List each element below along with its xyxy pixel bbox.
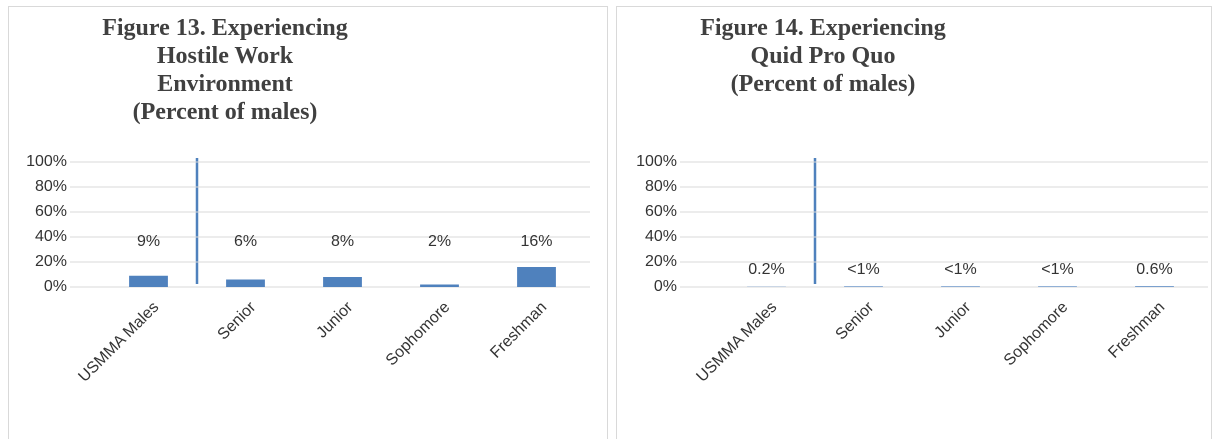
data-label: 6% <box>234 233 257 250</box>
bar <box>941 286 980 287</box>
x-tick-label: Senior <box>833 298 878 343</box>
bar <box>844 286 883 287</box>
bar <box>1135 286 1174 287</box>
x-tick-label: USMMA Males <box>693 299 780 386</box>
x-tick-label: Junior <box>931 298 974 341</box>
bar <box>517 267 556 287</box>
chart-title-block: Figure 14. Experiencing Quid Pro Quo (Per… <box>698 14 948 98</box>
y-tick-label: 40% <box>35 228 67 245</box>
chart-subtitle: (Percent of males) <box>730 71 916 97</box>
data-label: <1% <box>847 261 879 278</box>
bar <box>1038 286 1077 287</box>
y-tick-label: 40% <box>645 228 677 245</box>
data-label: 16% <box>520 233 552 250</box>
y-tick-label: 80% <box>35 178 67 195</box>
bar <box>420 284 459 287</box>
chart-title: Figure 14. Experiencing Quid Pro Quo <box>700 15 946 69</box>
x-tick-label: Freshman <box>1105 299 1168 362</box>
panel <box>8 6 608 439</box>
y-tick-label: 60% <box>645 203 677 220</box>
data-label: <1% <box>1041 261 1073 278</box>
data-label: 8% <box>331 233 354 250</box>
x-tick-label: USMMA Males <box>75 299 162 386</box>
x-tick-label: Freshman <box>487 299 550 362</box>
y-tick-label: 20% <box>35 253 67 270</box>
chart-title-block: Figure 13. Experiencing Hostile Work Env… <box>100 14 350 126</box>
data-label: 0.2% <box>748 261 784 278</box>
x-tick-label: Sophomore <box>383 299 454 370</box>
data-label: 0.6% <box>1136 261 1172 278</box>
y-tick-label: 80% <box>645 178 677 195</box>
data-label: 9% <box>137 233 160 250</box>
x-tick-label: Senior <box>215 298 260 343</box>
x-tick-label: Junior <box>313 298 356 341</box>
y-tick-label: 0% <box>44 278 67 295</box>
y-tick-label: 0% <box>654 278 677 295</box>
y-tick-label: 60% <box>35 203 67 220</box>
panel <box>616 6 1212 439</box>
y-tick-label: 100% <box>636 153 677 170</box>
bar <box>323 277 362 287</box>
bar <box>226 279 265 287</box>
x-tick-label: Sophomore <box>1001 299 1072 370</box>
y-tick-label: 20% <box>645 253 677 270</box>
bar <box>129 275 168 287</box>
chart-subtitle: (Percent of males) <box>132 99 318 125</box>
chart-title: Figure 13. Experiencing Hostile Work Env… <box>102 15 348 97</box>
data-label: <1% <box>944 261 976 278</box>
y-tick-label: 100% <box>26 153 67 170</box>
data-label: 2% <box>428 233 451 250</box>
